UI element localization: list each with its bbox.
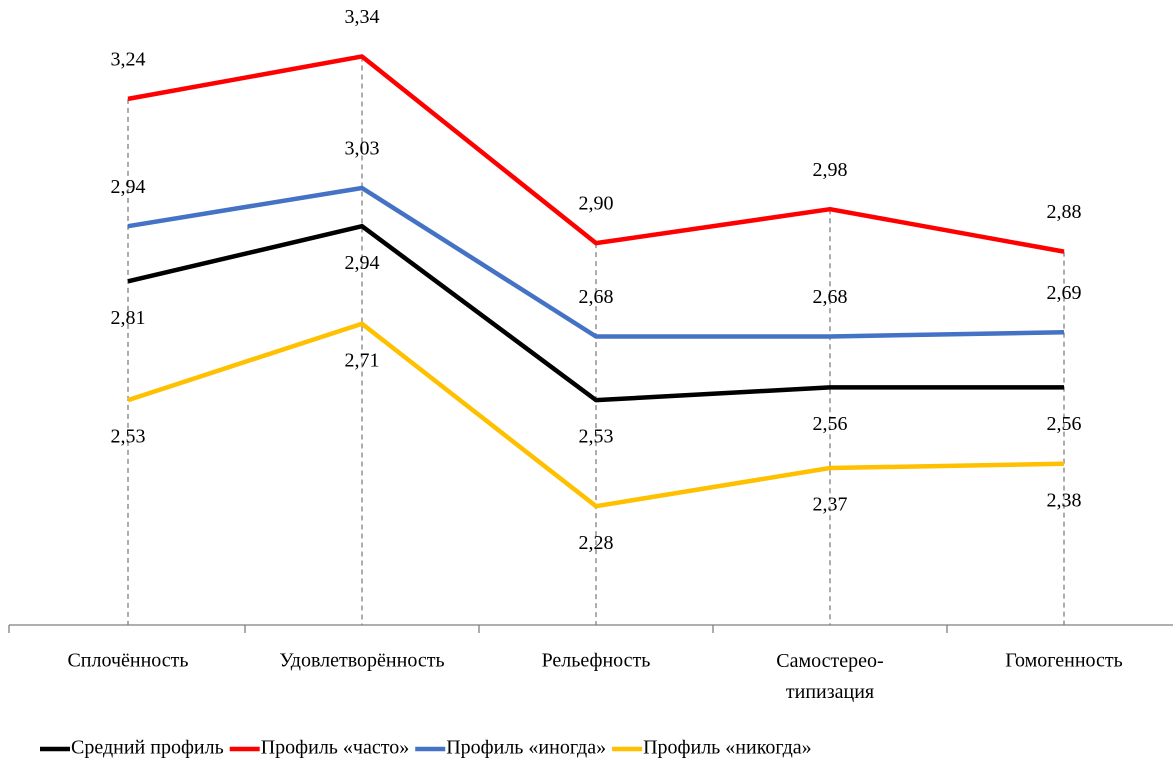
data-label: 2,68 <box>813 286 848 308</box>
series-line <box>127 185 1065 339</box>
data-label: 3,24 <box>111 48 146 70</box>
data-label: 2,81 <box>111 307 146 329</box>
series-line <box>127 54 1065 254</box>
series-line <box>127 321 1065 509</box>
data-label: 2,53 <box>111 426 146 448</box>
data-label: 2,68 <box>579 286 614 308</box>
data-label: 2,28 <box>579 532 614 554</box>
data-label: 2,53 <box>579 426 614 448</box>
x-tick-label: Гомогенность <box>1005 650 1123 672</box>
legend-label: Профиль «никогда» <box>643 737 812 759</box>
data-label: 2,69 <box>1047 282 1082 304</box>
legend-label: Профиль «иногда» <box>446 737 606 759</box>
x-tick-label: Рельефность <box>542 650 651 672</box>
data-label: 2,56 <box>1047 413 1082 435</box>
x-tick-label: Сплочённость <box>67 650 188 672</box>
data-label: 2,38 <box>1047 489 1082 511</box>
legend-label: Средний профиль <box>71 737 224 759</box>
legend-label: Профиль «часто» <box>261 737 410 759</box>
data-label: 2,94 <box>111 176 146 198</box>
data-label: 2,98 <box>813 159 848 181</box>
data-label: 2,56 <box>813 413 848 435</box>
data-label: 3,03 <box>345 138 380 160</box>
x-tick-label: Удовлетворённость <box>279 650 444 672</box>
series-line <box>127 223 1064 403</box>
data-label: 2,71 <box>345 349 380 371</box>
data-label: 2,88 <box>1047 201 1082 223</box>
data-label: 2,37 <box>813 494 848 516</box>
data-label: 3,34 <box>345 6 380 28</box>
data-label: 2,94 <box>345 252 380 274</box>
x-tick-label: Самостерео-типизация <box>776 650 883 703</box>
data-label: 2,90 <box>579 193 614 215</box>
